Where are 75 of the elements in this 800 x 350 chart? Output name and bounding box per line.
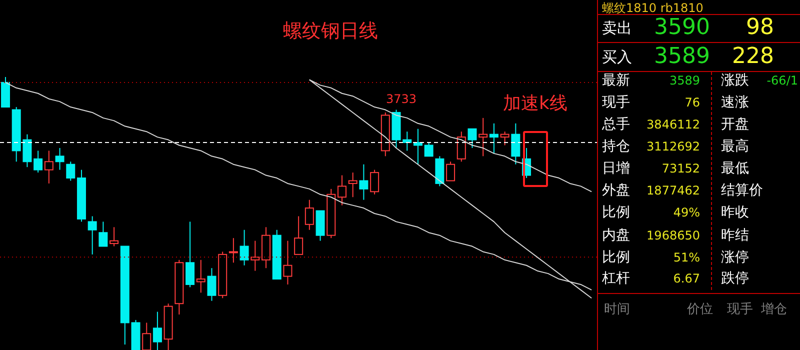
text: 结算价: [721, 182, 763, 199]
candlestick: [500, 131, 510, 146]
text: 增仓: [761, 302, 787, 318]
candlestick: [413, 128, 422, 165]
candlestick: [228, 238, 238, 264]
text: -66/1: [766, 73, 798, 88]
text: 昨结: [721, 227, 749, 244]
text: 最新: [602, 72, 630, 89]
candlestick: [468, 128, 477, 148]
text: 价位: [687, 302, 713, 318]
text: 76: [684, 95, 700, 110]
text: 3589: [654, 44, 710, 70]
candlestick: [478, 117, 488, 157]
text: 总手: [602, 116, 630, 133]
candlestick: [152, 311, 162, 350]
candlestick: [304, 199, 314, 230]
candlestick: [370, 169, 380, 195]
candlestick: [110, 226, 119, 247]
candlestick: [337, 174, 346, 206]
text: 1968650: [646, 228, 700, 243]
text: 3112692: [646, 139, 700, 154]
candlestick: [456, 131, 466, 162]
text: 涨跌: [721, 72, 749, 89]
text: 228: [732, 44, 774, 70]
text: 3589: [669, 73, 700, 88]
annotation: 3733: [386, 92, 417, 106]
candlestick: [196, 259, 206, 294]
candlestick: [55, 147, 64, 170]
candlestick: [294, 216, 304, 255]
candlestick: [207, 268, 216, 302]
text: 内盘: [602, 227, 630, 244]
text: 最低: [721, 160, 749, 177]
candlestick: [446, 161, 456, 182]
candlestick: [98, 221, 108, 247]
text: 98: [746, 14, 774, 40]
text: 1877462: [646, 183, 700, 198]
candlestick: [88, 216, 97, 255]
text: 卖出: [602, 18, 632, 37]
text: 现手: [602, 94, 630, 111]
text: 时间: [604, 302, 630, 318]
text: 日增: [602, 160, 630, 177]
candlestick: [348, 172, 358, 198]
candlestick: [424, 142, 434, 157]
candlestick: [186, 221, 195, 288]
candlestick: [489, 122, 498, 154]
text: 螺纹1810 rb1810: [602, 0, 704, 17]
candlestick: [283, 240, 292, 285]
text: 杠杆: [602, 270, 630, 287]
chart-title: 螺纹钢日线: [283, 19, 378, 44]
text: 昨收: [721, 204, 749, 221]
text: 持仓: [602, 138, 630, 155]
text: 6.67: [673, 271, 700, 286]
text: 比例: [602, 249, 630, 266]
candlestick: [511, 122, 520, 165]
candlestick: [240, 229, 249, 266]
text: 涨停: [721, 249, 749, 266]
text: 现手: [727, 302, 753, 318]
text: 3590: [654, 14, 710, 40]
candlestick: [44, 150, 54, 184]
text: 买入: [602, 48, 632, 66]
text: 73152: [662, 161, 700, 176]
candlestick: [66, 161, 76, 182]
text: 外盘: [602, 182, 630, 199]
text: 51%: [673, 250, 700, 265]
text: 跌停: [721, 270, 749, 287]
candlestick: [250, 240, 260, 272]
text: 最高: [721, 138, 749, 155]
candlestick: [359, 164, 368, 200]
annotation: 加速k线: [503, 92, 568, 115]
text: 49%: [673, 205, 700, 220]
text: 3846112: [646, 117, 700, 132]
candlestick: [34, 150, 43, 174]
text: 开盘: [721, 116, 749, 133]
text: 速涨: [721, 94, 749, 111]
text: 比例: [602, 204, 630, 221]
